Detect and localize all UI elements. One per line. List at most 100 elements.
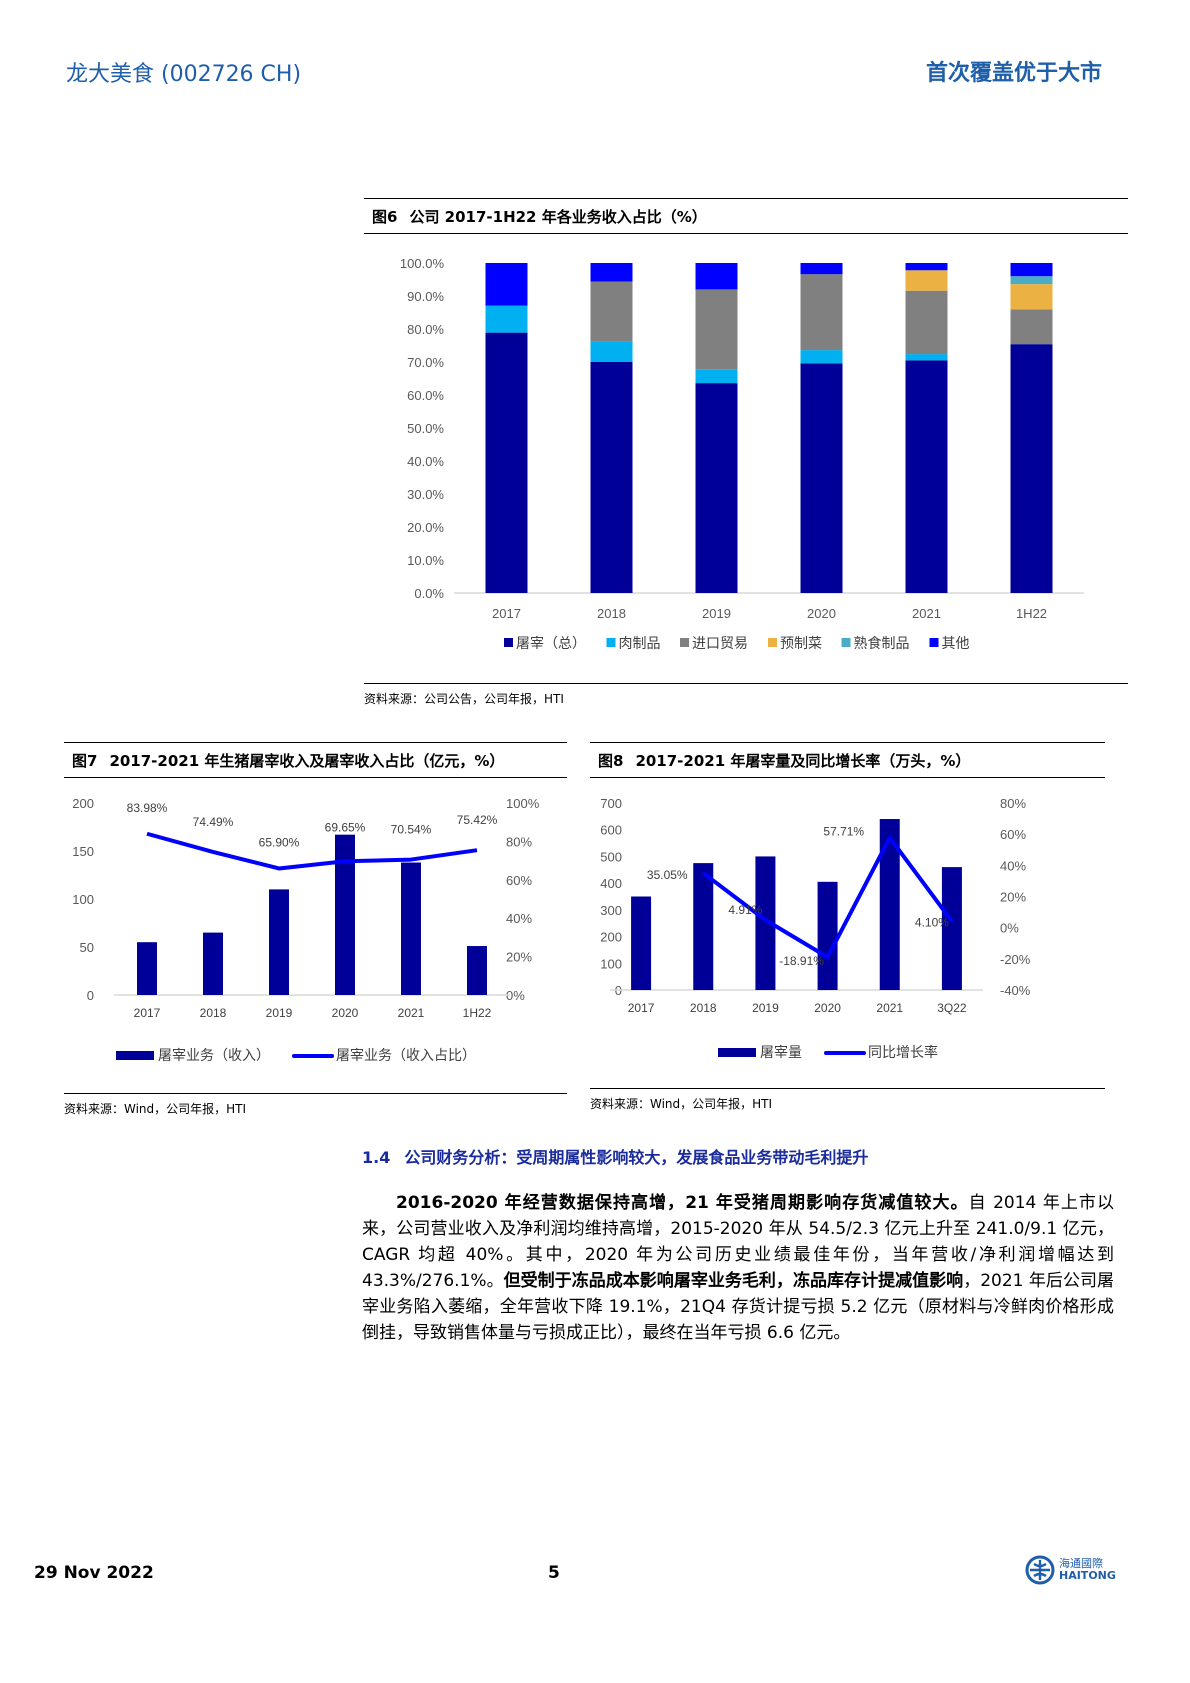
bar bbox=[401, 862, 421, 995]
bar-segment bbox=[590, 362, 633, 593]
legend-label: 肉制品 bbox=[619, 635, 661, 651]
fig8-source: 资料来源：Wind，公司年报，HTI bbox=[590, 1088, 1105, 1112]
line-series bbox=[146, 831, 478, 871]
bar-segment bbox=[1010, 309, 1053, 345]
paragraph-bold-2: 但受制于冻品成本影响屠宰业务毛利，冻品库存计提减值影响 bbox=[503, 1271, 964, 1291]
y-right-tick-label: 40% bbox=[506, 911, 532, 926]
y-left-tick-label: 150 bbox=[72, 844, 94, 859]
x-tick-label: 2020 bbox=[814, 1001, 841, 1015]
fig7-title: 2017-2021 年生猪屠宰收入及屠宰收入占比（亿元，%） bbox=[109, 751, 505, 770]
body-paragraph: 2016-2020 年经营数据保持高增，21 年受猪周期影响存货减值较大。自 2… bbox=[362, 1190, 1114, 1346]
bar bbox=[137, 942, 157, 995]
fig7-combo-chart: 0 50 100 150 200 0% 20% 40% 60% 80% 100% 2017 2018 20… bbox=[72, 796, 539, 1063]
data-label: 75.42% bbox=[457, 813, 498, 827]
y-left-tick-label: 0 bbox=[87, 988, 94, 1003]
y-tick-label: 100.0% bbox=[400, 256, 445, 271]
legend-label: 预制菜 bbox=[780, 635, 822, 651]
bar-segment bbox=[485, 305, 528, 333]
legend-swatch bbox=[504, 638, 513, 647]
bar-segment bbox=[905, 270, 948, 291]
y-right-tick-label: 60% bbox=[1000, 827, 1026, 842]
bar-segment bbox=[800, 350, 843, 364]
logo-text-en: HAITONG bbox=[1059, 1569, 1116, 1582]
bar-segment bbox=[905, 263, 948, 271]
x-tick-label: 2021 bbox=[912, 606, 941, 621]
x-tick-label: 2018 bbox=[690, 1001, 717, 1015]
bar bbox=[269, 889, 289, 995]
y-right-tick-label: -20% bbox=[1000, 952, 1031, 967]
bar-segment bbox=[800, 263, 843, 275]
y-tick-label: 90.0% bbox=[407, 289, 444, 304]
x-tick-label: 2017 bbox=[134, 1006, 161, 1020]
y-left-tick-label: 100 bbox=[72, 892, 94, 907]
y-right-tick-label: 60% bbox=[506, 873, 532, 888]
bar-segment bbox=[905, 360, 948, 593]
bar bbox=[817, 881, 838, 990]
legend-swatch bbox=[606, 638, 616, 647]
fig6-source: 资料来源：公司公告，公司年报，HTI bbox=[364, 683, 1128, 707]
data-label: 35.05% bbox=[647, 868, 688, 882]
bar bbox=[879, 819, 900, 990]
fig6-title-bar: 图6 公司 2017-1H22 年各业务收入占比（%） bbox=[364, 198, 1128, 234]
section-number: 1.4 bbox=[362, 1148, 391, 1167]
legend-swatch bbox=[768, 638, 777, 647]
bar-segment bbox=[800, 363, 843, 593]
bar-segment bbox=[695, 383, 738, 593]
legend-swatch bbox=[929, 638, 939, 647]
y-left-tick-label: 500 bbox=[600, 849, 622, 864]
section-title: 公司财务分析：受周期属性影响较大，发展食品业务带动毛利提升 bbox=[404, 1148, 869, 1167]
y-left-tick-label: 600 bbox=[600, 823, 622, 838]
data-label: -18.91% bbox=[779, 954, 824, 968]
bar-segment bbox=[485, 263, 528, 306]
fig8-combo-chart: 0100200300400500600700-40%-20%0%20%40%60… bbox=[600, 796, 1031, 1060]
bar-segment bbox=[590, 281, 633, 342]
y-right-tick-label: 80% bbox=[1000, 796, 1026, 811]
fig7-source: 资料来源：Wind，公司年报，HTI bbox=[64, 1093, 567, 1117]
fig6-title: 公司 2017-1H22 年各业务收入占比（%） bbox=[409, 207, 707, 226]
y-tick-label: 30.0% bbox=[407, 487, 444, 502]
legend-label: 熟食制品 bbox=[854, 635, 910, 651]
bar bbox=[631, 896, 652, 990]
legend-swatch bbox=[680, 638, 689, 647]
legend-swatch-bar bbox=[116, 1051, 154, 1060]
y-right-tick-label: 80% bbox=[506, 834, 532, 849]
bar bbox=[755, 856, 776, 990]
legend-label: 屠宰业务（收入） bbox=[158, 1047, 270, 1063]
bar-segment bbox=[590, 263, 633, 282]
data-label: 57.71% bbox=[823, 825, 864, 839]
paragraph-text-1: 自 2014 年上市以来，公司营业收入及净利润均维持高增，2015-2020 年… bbox=[362, 1193, 1114, 1291]
logo-text-cn: 海通國際 bbox=[1059, 1557, 1103, 1570]
y-right-tick-label: 0% bbox=[506, 988, 525, 1003]
y-left-tick-label: 400 bbox=[600, 876, 622, 891]
data-label: 69.65% bbox=[325, 820, 366, 834]
x-tick-label: 2019 bbox=[702, 606, 731, 621]
bar-segment bbox=[695, 289, 738, 370]
x-tick-label: 2019 bbox=[752, 1001, 779, 1015]
page-number: 5 bbox=[548, 1563, 560, 1583]
bar-segment bbox=[695, 263, 738, 290]
legend-label: 同比增长率 bbox=[868, 1044, 938, 1060]
paragraph-text-2: ，2021 年后公司屠宰业务陷入萎缩，全年营收下降 19.1%，21Q4 存货计… bbox=[362, 1271, 1115, 1343]
line-series bbox=[702, 835, 954, 960]
y-tick-label: 0.0% bbox=[414, 586, 444, 601]
x-tick-label: 2018 bbox=[597, 606, 626, 621]
y-right-tick-label: 20% bbox=[506, 950, 532, 965]
legend-label: 其他 bbox=[942, 635, 970, 651]
bar-segment bbox=[485, 332, 528, 593]
y-tick-label: 10.0% bbox=[407, 553, 444, 568]
footer-date: 29 Nov 2022 bbox=[34, 1563, 154, 1583]
x-tick-label: 2020 bbox=[807, 606, 836, 621]
fig6-number: 图6 bbox=[372, 207, 398, 226]
bar bbox=[467, 946, 487, 995]
bar-segment bbox=[800, 274, 843, 351]
fig7-number: 图7 bbox=[72, 751, 98, 770]
y-left-tick-label: 700 bbox=[600, 796, 622, 811]
y-tick-label: 80.0% bbox=[407, 322, 444, 337]
paragraph-bold-lead: 2016-2020 年经营数据保持高增，21 年受猪周期影响存货减值较大。 bbox=[396, 1193, 969, 1213]
haitong-logo: 海通國際 HAITONG bbox=[1025, 1555, 1116, 1585]
bar-segment bbox=[695, 369, 738, 384]
data-label: 83.98% bbox=[127, 801, 168, 815]
data-label: 70.54% bbox=[391, 823, 432, 837]
report-company-ticker: 龙大美食 (002726 CH) bbox=[66, 62, 302, 87]
data-label: 4.91% bbox=[728, 903, 762, 917]
